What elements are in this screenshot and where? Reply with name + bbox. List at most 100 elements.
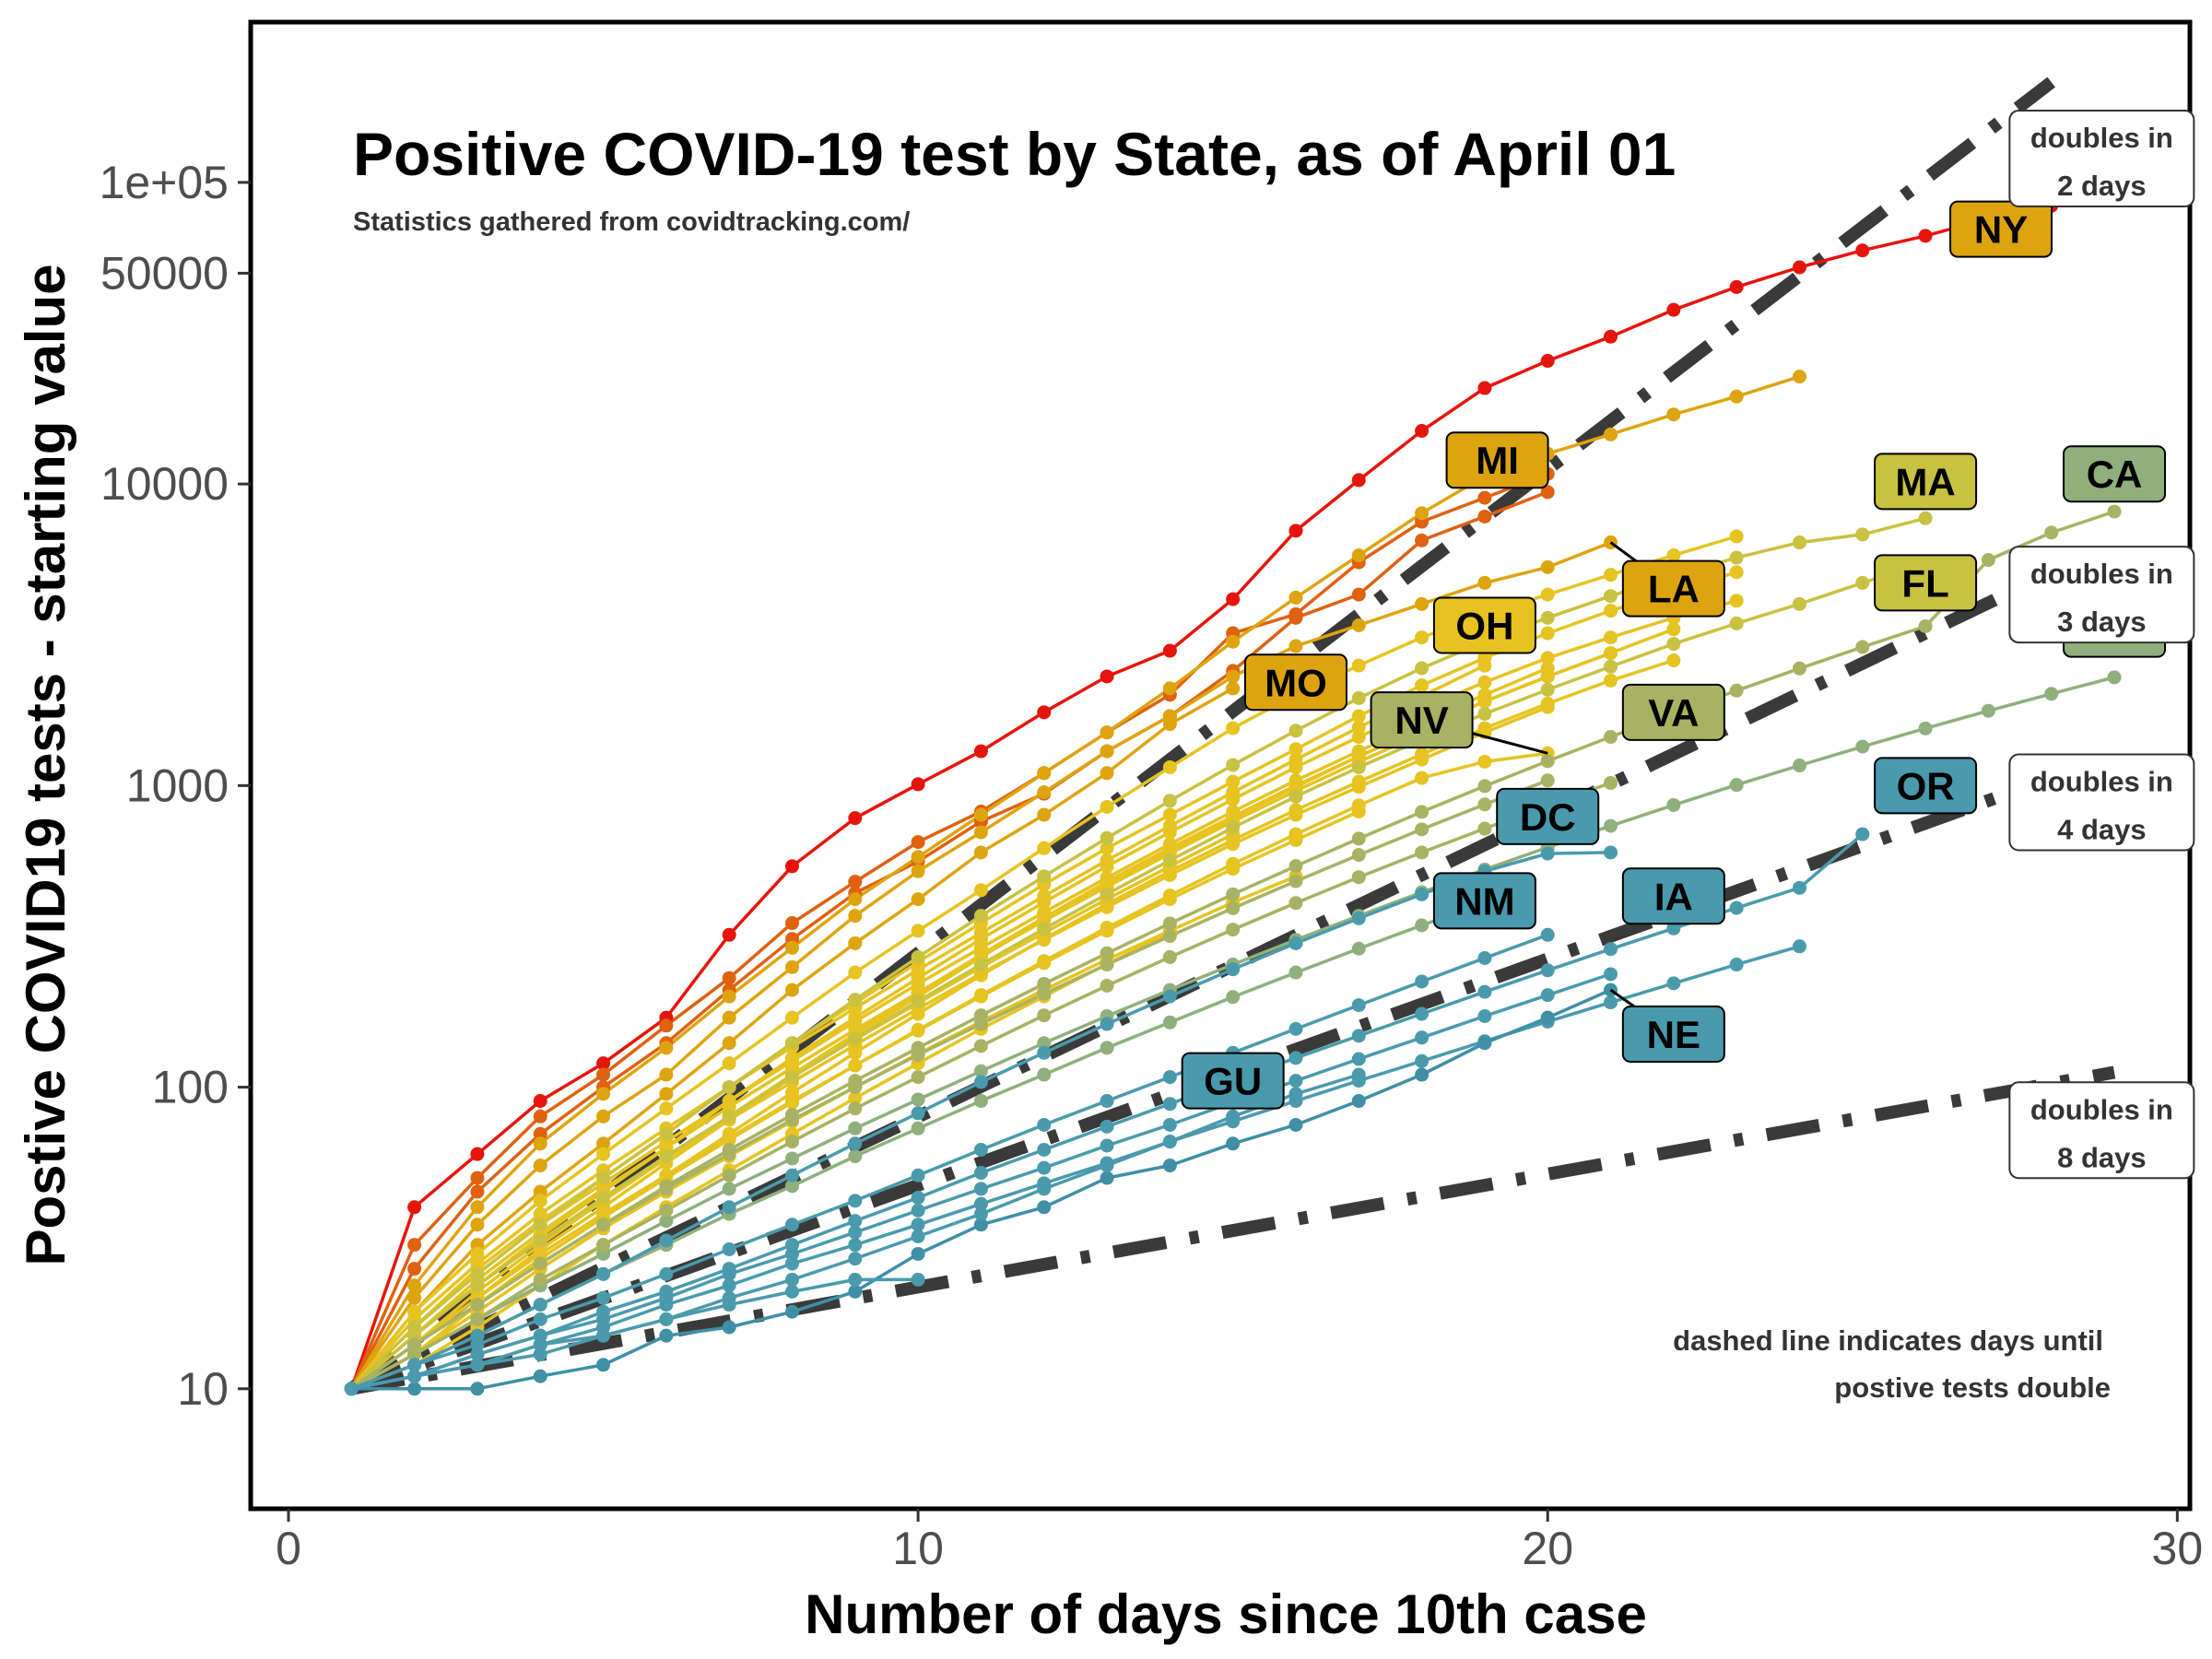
state-label: OR	[1897, 764, 1955, 807]
data-point	[1477, 797, 1492, 812]
data-point	[848, 1121, 863, 1135]
data-point	[1162, 807, 1177, 822]
data-point	[1792, 535, 1806, 550]
data-point	[848, 1214, 863, 1229]
data-point	[784, 940, 799, 955]
data-point	[1351, 618, 1366, 632]
data-point	[659, 1203, 674, 1218]
y-tick-label: 10000	[100, 458, 229, 510]
data-point	[1729, 565, 1744, 580]
data-point	[1100, 669, 1114, 684]
data-point	[470, 1218, 485, 1232]
data-point	[407, 1347, 422, 1362]
data-point	[1100, 1094, 1114, 1109]
data-point	[1604, 967, 1618, 982]
data-point	[911, 1203, 925, 1218]
data-point	[1037, 1036, 1052, 1051]
data-point	[911, 1191, 925, 1206]
data-point	[1729, 683, 1744, 698]
state-label: NV	[1394, 699, 1448, 742]
data-point	[1729, 900, 1744, 915]
data-point	[1162, 837, 1177, 852]
data-point	[1351, 941, 1366, 956]
data-point	[596, 1206, 611, 1221]
data-point	[1415, 630, 1430, 645]
data-point	[1415, 506, 1430, 521]
data-point	[1477, 779, 1492, 794]
data-point	[911, 1272, 925, 1287]
doubling-label-text: 3 days	[2057, 606, 2147, 638]
y-tick-label: 10	[177, 1363, 229, 1415]
data-point	[848, 1225, 863, 1240]
data-point	[1226, 990, 1241, 1005]
data-point	[470, 1256, 485, 1271]
data-point	[1666, 921, 1681, 935]
data-point	[784, 1070, 799, 1085]
data-point	[1100, 978, 1114, 993]
data-point	[470, 1382, 485, 1396]
data-point	[1351, 744, 1366, 759]
data-point	[1037, 888, 1052, 903]
data-point	[1666, 637, 1681, 652]
state-label: OH	[1455, 604, 1513, 647]
data-point	[1226, 669, 1241, 684]
data-point	[1037, 1045, 1052, 1060]
data-point	[784, 1272, 799, 1287]
doubling-line	[350, 1065, 2116, 1395]
data-point	[1100, 725, 1114, 740]
data-point	[1226, 900, 1241, 915]
data-point	[1855, 640, 1870, 654]
data-point	[973, 989, 988, 1004]
data-point	[784, 959, 799, 974]
data-point	[911, 1229, 925, 1243]
data-point	[1351, 658, 1366, 673]
data-point	[659, 1290, 674, 1305]
data-point	[596, 1171, 611, 1185]
doubling-label-text: doubles in	[2030, 766, 2173, 798]
data-point	[1604, 942, 1618, 957]
data-point	[1477, 1036, 1492, 1051]
data-point	[1037, 1143, 1052, 1158]
data-point	[973, 1143, 988, 1158]
data-point	[1351, 759, 1366, 774]
data-point	[1351, 1094, 1366, 1109]
data-point	[1351, 730, 1366, 745]
data-point	[784, 1151, 799, 1166]
data-point	[1477, 688, 1492, 702]
data-point	[911, 1246, 925, 1261]
data-point	[1855, 243, 1870, 258]
data-point	[1162, 717, 1177, 732]
data-point	[1226, 820, 1241, 835]
data-point	[1415, 424, 1430, 439]
data-point	[1415, 678, 1430, 693]
data-point	[1477, 821, 1492, 836]
data-point	[1540, 610, 1555, 625]
data-point	[1100, 1159, 1114, 1173]
data-point	[1162, 853, 1177, 867]
data-point	[407, 1200, 422, 1215]
data-point	[1226, 805, 1241, 819]
data-point	[1918, 618, 1933, 633]
data-point	[596, 1147, 611, 1161]
data-point	[1288, 724, 1303, 738]
data-point	[1162, 759, 1177, 774]
data-point	[1162, 681, 1177, 696]
data-point	[1604, 845, 1618, 860]
data-point	[848, 909, 863, 924]
data-point	[596, 1290, 611, 1305]
data-point	[1288, 874, 1303, 888]
state-label: IA	[1654, 875, 1693, 918]
series-line	[349, 472, 1548, 1390]
data-point	[1351, 1052, 1366, 1066]
data-point	[1037, 1008, 1052, 1023]
state-labels: NYMIMACALAOHFLWAMONVVADCORNMIANEGU	[1181, 200, 2167, 1110]
state-label-box	[1621, 867, 1725, 925]
data-point	[1351, 473, 1366, 488]
data-point	[1666, 407, 1681, 422]
data-point	[1415, 661, 1430, 676]
data-point	[1666, 622, 1681, 637]
data-point	[533, 1347, 547, 1362]
data-point	[533, 1159, 547, 1173]
data-point	[1729, 778, 1744, 793]
series-line	[350, 931, 1171, 1391]
